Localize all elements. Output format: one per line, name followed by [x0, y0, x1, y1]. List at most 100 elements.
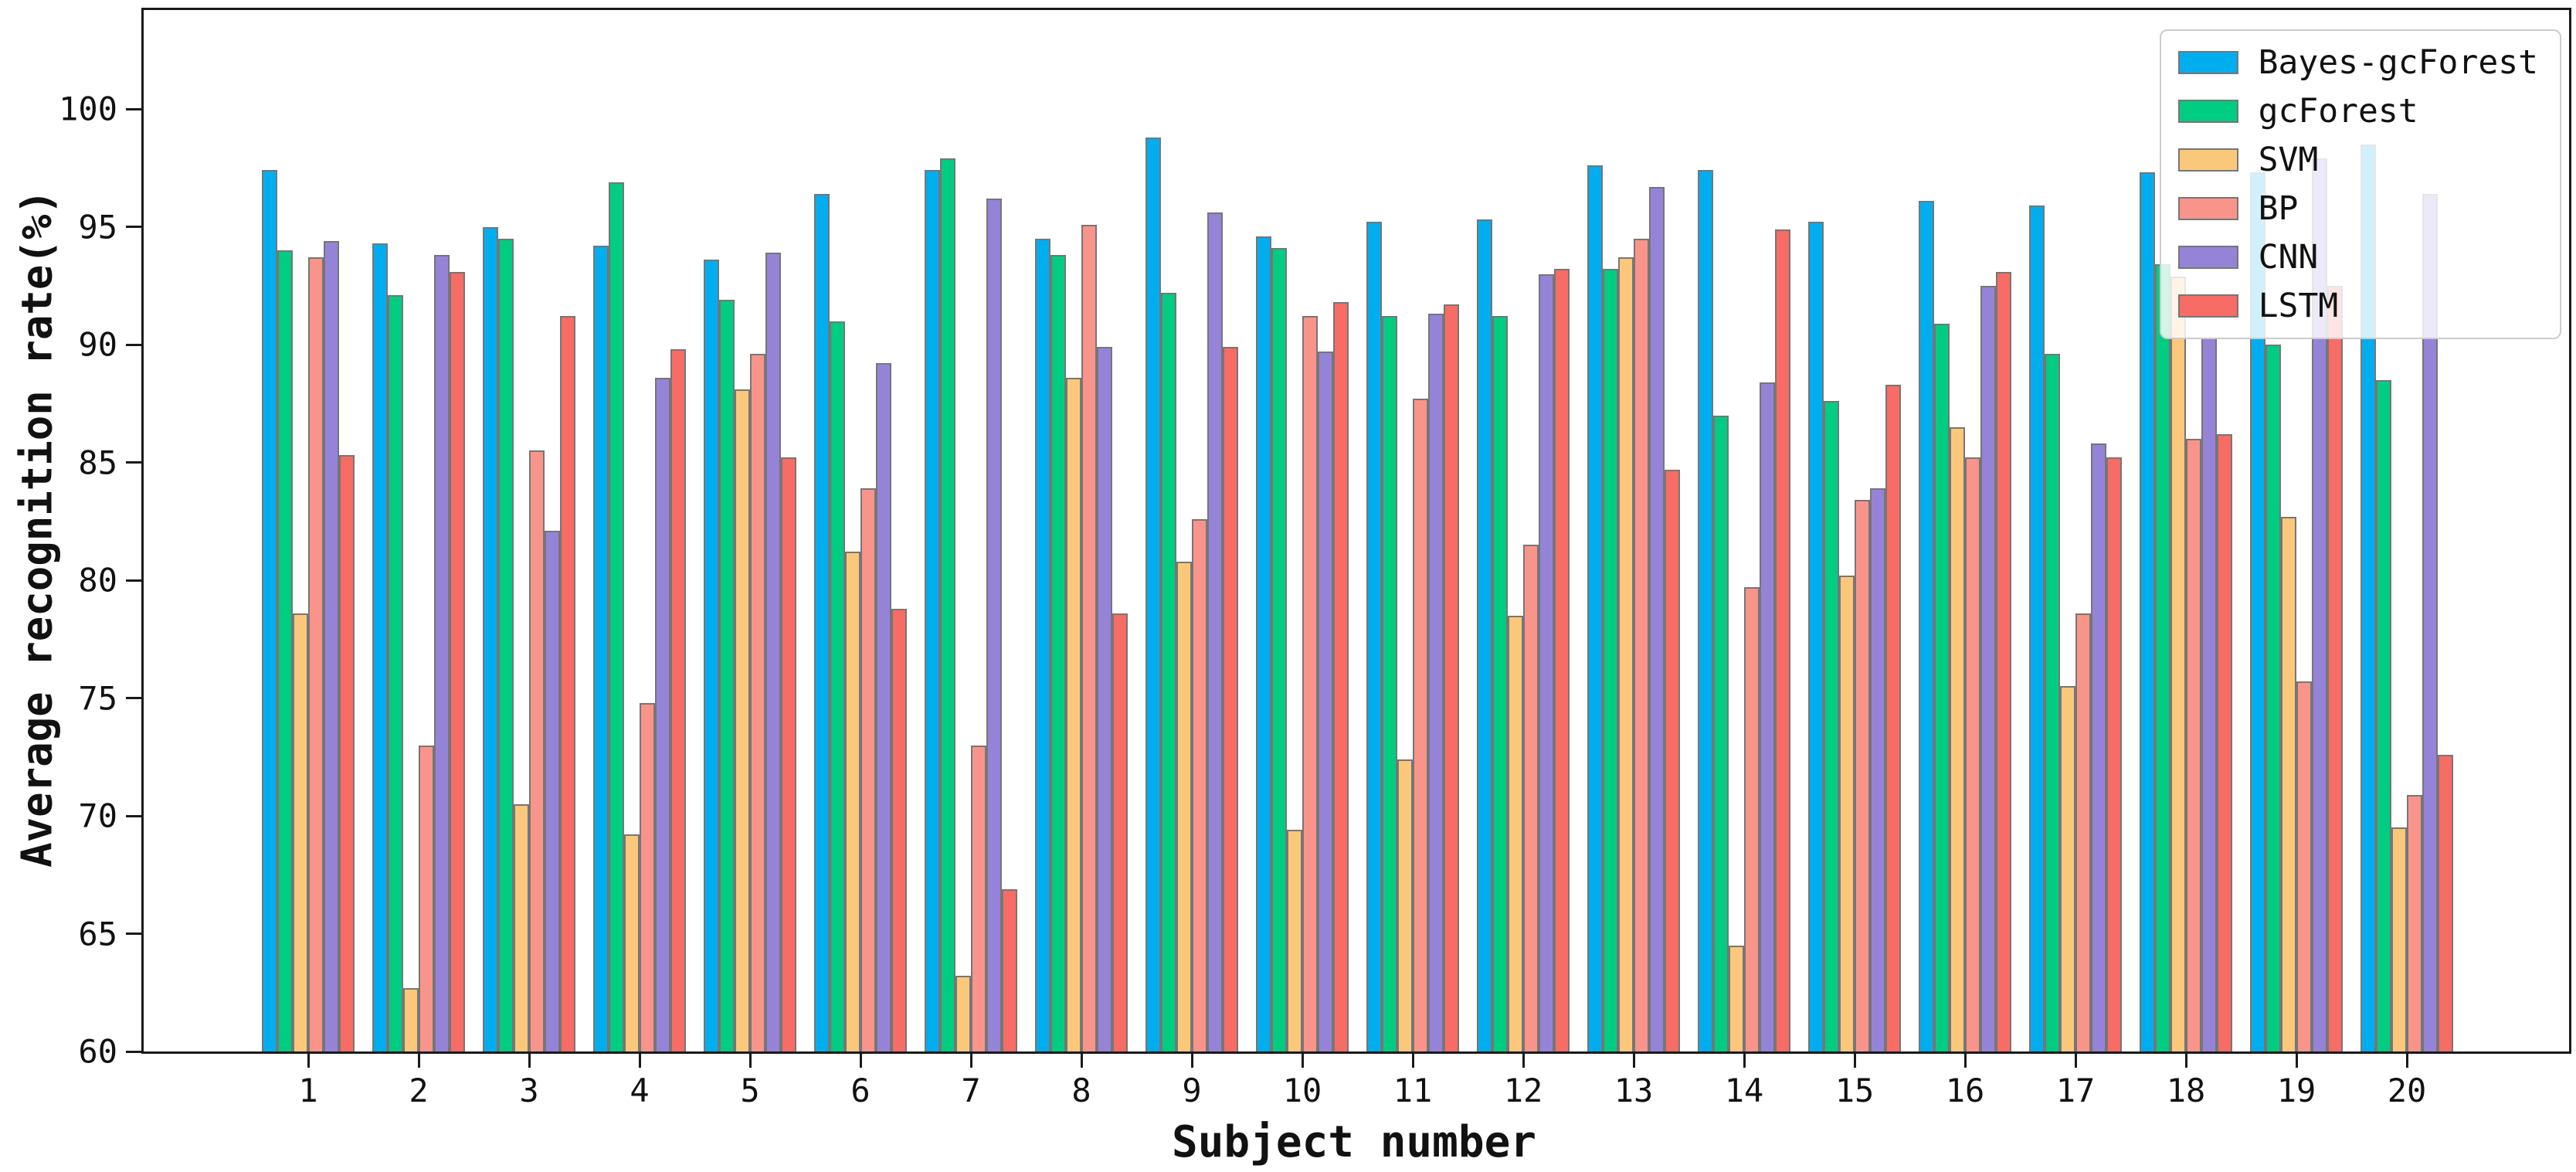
y-tick-mark: [126, 1050, 141, 1053]
x-tick-mark: [1743, 1054, 1746, 1068]
y-axis-label-text: Average recognition rate(%): [12, 189, 62, 868]
bar-cnn-subject-17: [2091, 443, 2106, 1051]
x-tick-mark: [1963, 1054, 1967, 1068]
y-tick-label: 70: [78, 797, 117, 835]
x-axis-label: Subject number: [1171, 1117, 1537, 1167]
bar-bayes-gcforest-subject-14: [1698, 170, 1713, 1051]
legend-swatch-icon: [2177, 51, 2238, 74]
bar-svm-subject-16: [1950, 426, 1965, 1051]
y-tick-mark: [126, 461, 141, 464]
bar-bayes-gcforest-subject-10: [1256, 236, 1271, 1051]
y-tick-label: 90: [78, 325, 117, 364]
bar-lstm-subject-20: [2438, 754, 2453, 1051]
bar-lstm-subject-12: [1554, 269, 1570, 1051]
bar-svm-subject-13: [1618, 257, 1634, 1051]
bar-lstm-subject-17: [2106, 457, 2122, 1051]
bar-lstm-subject-3: [560, 316, 575, 1051]
bar-cnn-subject-9: [1207, 212, 1223, 1051]
bar-gcforest-subject-3: [498, 238, 514, 1051]
y-tick-mark: [126, 107, 141, 110]
y-tick-label: 95: [78, 208, 117, 246]
x-tick-label: 5: [740, 1072, 760, 1109]
bar-cnn-subject-5: [765, 253, 781, 1051]
x-tick-label: 1: [298, 1072, 318, 1109]
bar-lstm-subject-9: [1223, 347, 1238, 1051]
y-axis-label: Average recognition rate(%): [13, 189, 62, 868]
bar-svm-subject-1: [293, 613, 308, 1051]
bar-lstm-subject-8: [1112, 613, 1128, 1051]
bar-svm-subject-3: [514, 803, 529, 1051]
y-tick-mark: [126, 343, 141, 346]
bar-lstm-subject-10: [1333, 302, 1349, 1051]
bar-bayes-gcforest-subject-15: [1808, 222, 1824, 1051]
x-tick-mark: [1522, 1054, 1525, 1068]
bar-cnn-subject-15: [1870, 488, 1885, 1051]
bar-gcforest-subject-4: [609, 182, 624, 1051]
bar-svm-subject-7: [955, 976, 971, 1051]
x-tick-label: 15: [1834, 1072, 1875, 1109]
bar-lstm-subject-6: [891, 608, 907, 1051]
bar-svm-subject-14: [1729, 945, 1744, 1051]
bar-gcforest-subject-11: [1382, 316, 1397, 1051]
x-tick-mark: [2295, 1054, 2298, 1068]
legend-swatch-icon: [2177, 246, 2238, 269]
bar-bayes-gcforest-subject-12: [1477, 219, 1492, 1051]
legend-label: LSTM: [2258, 287, 2339, 325]
x-tick-label: 11: [1393, 1072, 1433, 1109]
x-tick-mark: [1190, 1054, 1193, 1068]
bar-bp-subject-16: [1965, 457, 1980, 1051]
x-tick-mark: [1080, 1054, 1083, 1068]
x-tick-label: 8: [1071, 1072, 1091, 1109]
bar-lstm-subject-19: [2327, 285, 2343, 1051]
y-tick-label: 75: [78, 679, 117, 718]
y-tick-label: 85: [78, 443, 117, 482]
x-tick-mark: [638, 1054, 641, 1068]
bar-bp-subject-11: [1413, 399, 1428, 1051]
bar-svm-subject-11: [1397, 759, 1413, 1051]
bar-lstm-subject-18: [2217, 433, 2232, 1051]
bar-bayes-gcforest-subject-5: [704, 260, 719, 1051]
bar-svm-subject-2: [403, 987, 419, 1051]
bar-cnn-subject-8: [1097, 347, 1112, 1051]
x-tick-label: 3: [519, 1072, 539, 1109]
bar-bayes-gcforest-subject-1: [262, 170, 277, 1051]
x-tick-mark: [969, 1054, 972, 1068]
bar-svm-subject-9: [1176, 561, 1192, 1051]
bar-bp-subject-20: [2407, 794, 2422, 1051]
x-tick-label: 7: [961, 1072, 981, 1109]
y-tick-label: 80: [78, 561, 117, 600]
bar-gcforest-subject-8: [1050, 255, 1066, 1051]
bar-lstm-subject-16: [1996, 271, 2011, 1051]
bar-cnn-subject-10: [1318, 352, 1333, 1051]
bar-bp-subject-12: [1523, 545, 1539, 1051]
legend-item-bp: BP: [2177, 189, 2538, 228]
x-tick-mark: [1411, 1054, 1414, 1068]
legend-swatch-icon: [2177, 197, 2238, 220]
y-tick-mark: [126, 933, 141, 935]
bar-bp-subject-18: [2186, 439, 2201, 1051]
bar-gcforest-subject-1: [277, 250, 293, 1051]
bar-gcforest-subject-2: [388, 295, 403, 1051]
x-tick-mark: [2405, 1054, 2408, 1068]
x-tick-label: 13: [1614, 1072, 1654, 1109]
x-tick-label: 17: [2055, 1072, 2096, 1109]
bar-bp-subject-2: [419, 745, 434, 1051]
bar-cnn-subject-3: [545, 531, 560, 1051]
bar-bayes-gcforest-subject-7: [925, 170, 940, 1051]
bar-svm-subject-10: [1287, 830, 1302, 1051]
bar-bayes-gcforest-subject-6: [814, 193, 830, 1051]
y-tick-mark: [126, 814, 141, 817]
bar-bayes-gcforest-subject-4: [593, 245, 609, 1051]
bar-lstm-subject-13: [1665, 469, 1680, 1051]
bar-cnn-subject-4: [655, 377, 670, 1051]
bar-bp-subject-1: [308, 257, 324, 1051]
legend-swatch-icon: [2177, 100, 2238, 123]
bar-lstm-subject-5: [781, 457, 796, 1051]
bar-cnn-subject-13: [1649, 186, 1665, 1051]
x-tick-label: 10: [1282, 1072, 1322, 1109]
bar-bayes-gcforest-subject-11: [1366, 222, 1382, 1051]
bar-gcforest-subject-13: [1603, 269, 1618, 1051]
bar-lstm-subject-2: [450, 271, 465, 1051]
bar-cnn-subject-14: [1760, 382, 1775, 1051]
